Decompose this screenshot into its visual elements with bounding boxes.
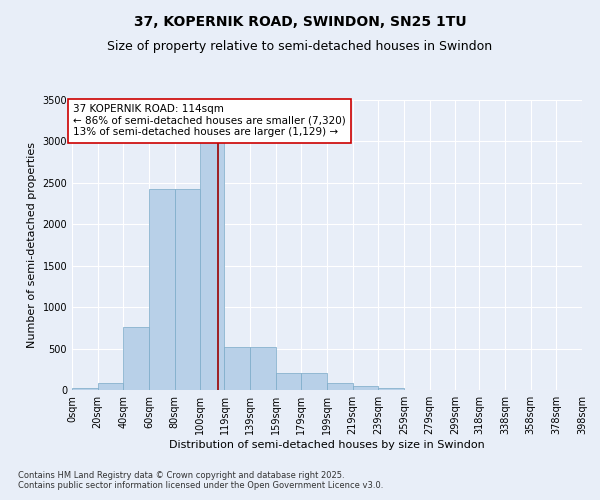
Bar (301, 374, 327, 390)
Text: 37 KOPERNIK ROAD: 114sqm
← 86% of semi-detached houses are smaller (7,320)
13% o: 37 KOPERNIK ROAD: 114sqm ← 86% of semi-d… (73, 104, 346, 138)
Bar (98, 384, 123, 390)
Text: Size of property relative to semi-detached houses in Swindon: Size of property relative to semi-detach… (107, 40, 493, 53)
Bar (123, 327, 149, 390)
Text: 37, KOPERNIK ROAD, SWINDON, SN25 1TU: 37, KOPERNIK ROAD, SWINDON, SN25 1TU (134, 15, 466, 29)
Bar (200, 118, 224, 390)
Y-axis label: Number of semi-detached properties: Number of semi-detached properties (27, 142, 37, 348)
Bar (327, 384, 353, 390)
Bar (149, 188, 175, 390)
Bar (353, 386, 378, 390)
Bar (224, 347, 250, 390)
Bar (276, 374, 301, 390)
Bar (378, 388, 404, 390)
X-axis label: Distribution of semi-detached houses by size in Swindon: Distribution of semi-detached houses by … (169, 440, 485, 450)
Bar (250, 347, 276, 390)
Bar (72, 388, 98, 390)
Bar (175, 188, 200, 390)
Text: Contains HM Land Registry data © Crown copyright and database right 2025.
Contai: Contains HM Land Registry data © Crown c… (18, 470, 383, 490)
